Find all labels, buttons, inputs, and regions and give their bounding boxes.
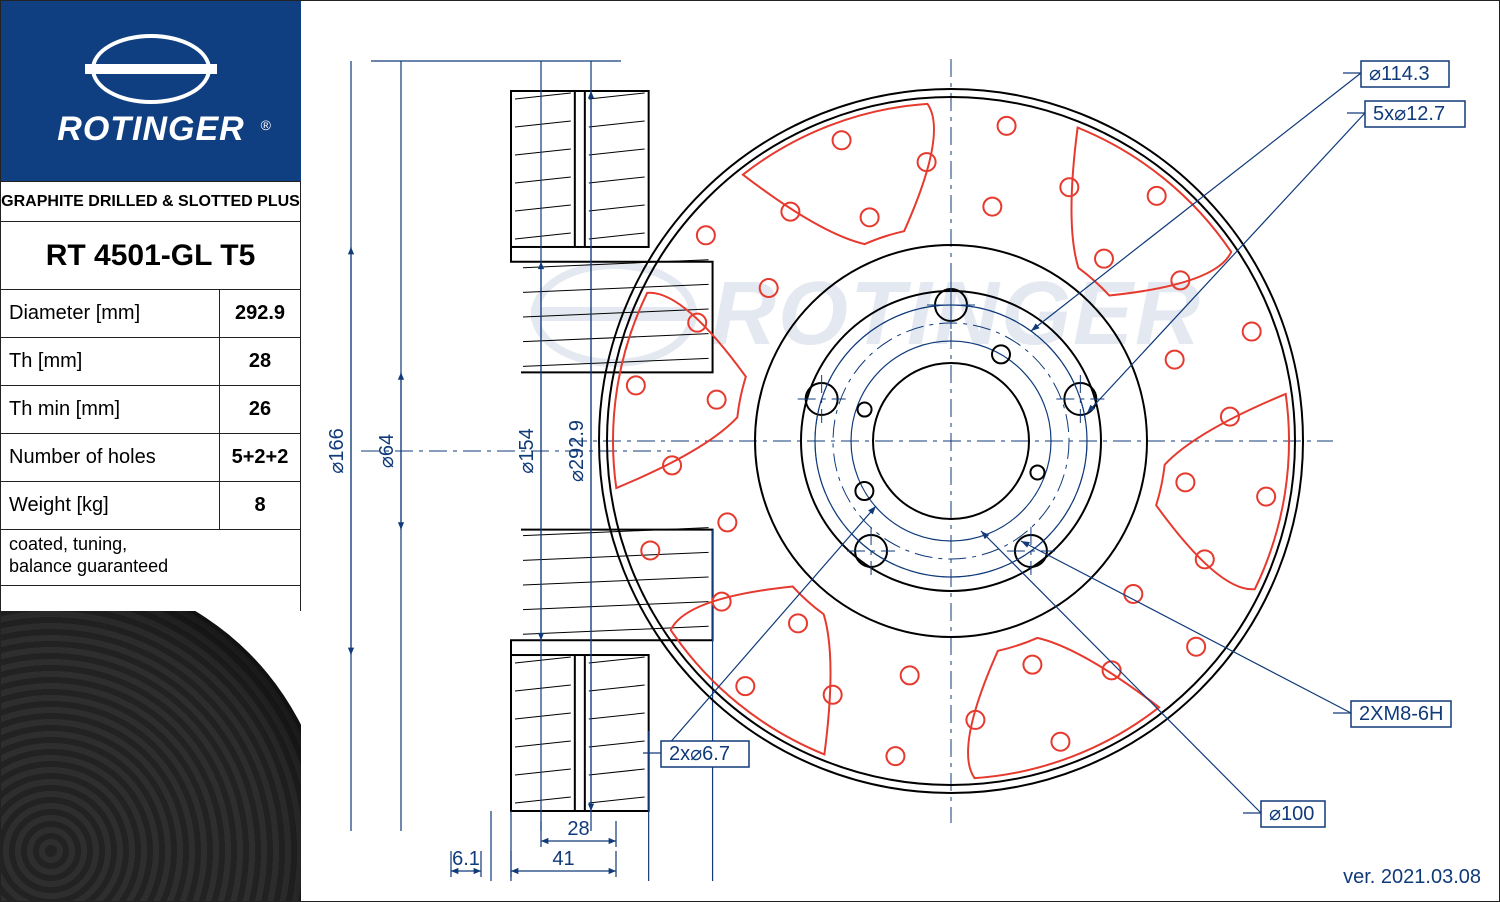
part-number: RT 4501-GL T5 <box>1 222 300 290</box>
spec-label: Weight [kg] <box>1 482 220 529</box>
technical-drawing: ROTINGER ⌀166⌀64⌀154⌀292.96.12841⌀114.35… <box>301 1 1500 901</box>
spec-row-holes: Number of holes 5+2+2 <box>1 434 300 482</box>
spec-value: 26 <box>220 398 300 421</box>
spec-label: Th min [mm] <box>1 386 220 433</box>
svg-text:⌀292.9: ⌀292.9 <box>566 420 588 482</box>
drawing-version: ver. 2021.03.08 <box>1343 866 1481 889</box>
brand-name: ROTINGER <box>57 110 244 149</box>
spec-value: 28 <box>220 350 300 373</box>
svg-text:6.1: 6.1 <box>452 848 480 870</box>
spec-row-diameter: Diameter [mm] 292.9 <box>1 290 300 338</box>
spec-row-thmin: Th min [mm] 26 <box>1 386 300 434</box>
spec-label: Number of holes <box>1 434 220 481</box>
registered-mark: ® <box>261 117 271 133</box>
svg-text:⌀100: ⌀100 <box>1269 803 1314 825</box>
svg-text:2x⌀6.7: 2x⌀6.7 <box>669 743 730 765</box>
spec-row-th: Th [mm] 28 <box>1 338 300 386</box>
spec-sidebar: ROTINGER ® GRAPHITE DRILLED & SLOTTED PL… <box>1 1 301 901</box>
svg-text:⌀64: ⌀64 <box>376 434 398 468</box>
spec-notes: coated, tuning, balance guaranteed <box>1 530 300 586</box>
brand-logo: ROTINGER ® <box>1 1 301 182</box>
logo-icon <box>91 34 211 104</box>
spec-label: Th [mm] <box>1 338 220 385</box>
product-line: GRAPHITE DRILLED & SLOTTED PLUS <box>1 182 300 222</box>
svg-text:⌀166: ⌀166 <box>326 428 348 473</box>
spec-value: 292.9 <box>220 302 300 325</box>
svg-text:5x⌀12.7: 5x⌀12.7 <box>1373 103 1445 125</box>
svg-text:41: 41 <box>552 848 574 870</box>
spec-label: Diameter [mm] <box>1 290 220 337</box>
svg-text:⌀154: ⌀154 <box>516 428 538 473</box>
product-photo <box>1 611 301 901</box>
svg-text:28: 28 <box>567 818 589 840</box>
spec-value: 5+2+2 <box>220 446 300 469</box>
svg-text:⌀114.3: ⌀114.3 <box>1369 63 1430 85</box>
spec-value: 8 <box>220 494 300 517</box>
spec-row-weight: Weight [kg] 8 <box>1 482 300 530</box>
svg-text:2XM8-6H: 2XM8-6H <box>1359 703 1443 725</box>
